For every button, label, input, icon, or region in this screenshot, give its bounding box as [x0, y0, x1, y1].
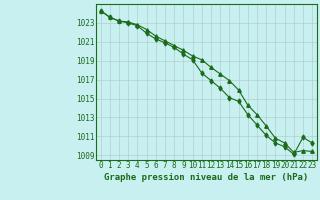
X-axis label: Graphe pression niveau de la mer (hPa): Graphe pression niveau de la mer (hPa)	[104, 173, 308, 182]
